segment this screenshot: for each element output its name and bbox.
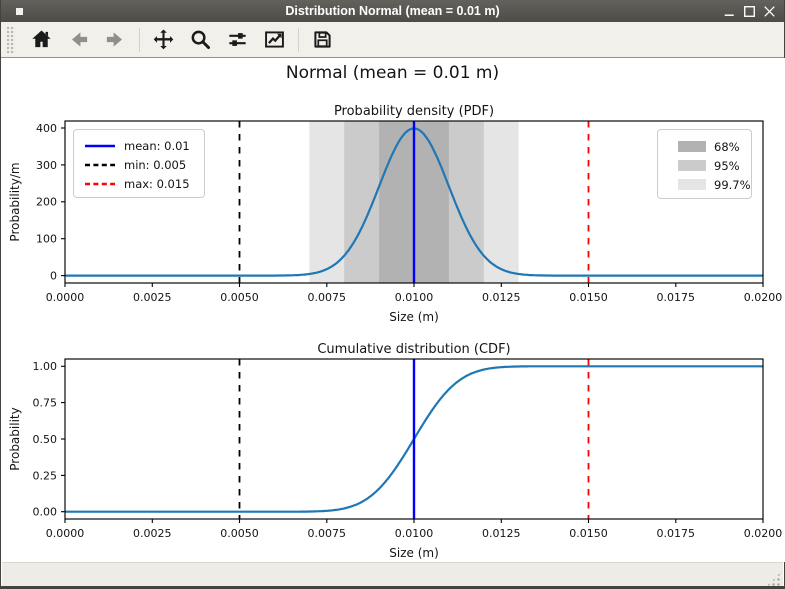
home-icon [32, 30, 51, 48]
x-tick-label: 0.0100 [395, 291, 434, 304]
x-tick-label: 0.0175 [657, 291, 696, 304]
zoom-icon [191, 30, 210, 49]
legend-item-min: min: 0.005 [84, 155, 204, 174]
pdf-lines-legend: mean: 0.01 min: 0.005 max: 0.015 [73, 129, 205, 198]
toolbar-separator [139, 27, 140, 52]
zoom-button[interactable] [182, 25, 219, 55]
x-tick-label: 0.0125 [482, 291, 521, 304]
x-tick-label: 0.0000 [46, 291, 85, 304]
forward-button[interactable] [97, 25, 134, 55]
band-95-patch-icon [678, 160, 706, 171]
y-tick-label: 300 [36, 159, 57, 172]
y-tick-label: 0.50 [33, 433, 58, 446]
x-tick-label: 0.0175 [657, 527, 696, 540]
edit-axes-button[interactable] [256, 25, 293, 55]
y-tick-label: 0.75 [33, 397, 58, 410]
legend-label: 68% [714, 139, 740, 154]
status-bar [2, 562, 783, 586]
band-997-patch-icon [678, 179, 706, 190]
x-tick-label: 0.0025 [133, 291, 172, 304]
mean-line-sample-icon [85, 144, 115, 147]
close-button[interactable] [761, 3, 778, 19]
x-tick-label: 0.0150 [569, 291, 608, 304]
x-tick-label: 0.0200 [744, 291, 783, 304]
x-axis-label: Size (m) [389, 310, 439, 324]
y-axis-label: Probability/m [8, 162, 22, 241]
x-tick-label: 0.0150 [569, 527, 608, 540]
pdf-chart[interactable]: 0.0000 0.0025 0.0050 0.0075 0.0100 0.0125 0.01… [1, 90, 785, 335]
window-icon [16, 8, 23, 15]
legend-label: max: 0.015 [124, 176, 190, 191]
window-controls [721, 3, 778, 19]
x-axis-label: Size (m) [389, 546, 439, 560]
minimize-button[interactable] [721, 3, 738, 19]
legend-item-68: 68% [670, 137, 751, 156]
min-line-sample-icon [85, 163, 115, 166]
x-tick-label: 0.0050 [220, 527, 259, 540]
legend-label: 95% [714, 158, 740, 173]
configure-subplots-button[interactable] [219, 25, 256, 55]
x-tick-label: 0.0100 [395, 527, 434, 540]
max-line-sample-icon [85, 182, 115, 185]
maximize-icon [744, 5, 755, 17]
back-icon [71, 32, 88, 47]
toolbar-drag-handle[interactable] [6, 25, 15, 54]
subplots-icon [229, 33, 246, 46]
back-button[interactable] [60, 25, 97, 55]
home-button[interactable] [23, 25, 60, 55]
legend-item-997: 99.7% [670, 175, 751, 194]
minimize-icon [724, 13, 734, 16]
pan-button[interactable] [145, 25, 182, 55]
subplot-title: Cumulative distribution (CDF) [317, 342, 510, 357]
window-title: Distribution Normal (mean = 0.01 m) [285, 4, 500, 18]
customize-icon [265, 31, 284, 48]
x-tick-label: 0.0075 [308, 291, 347, 304]
y-tick-label: 1.00 [33, 360, 58, 373]
x-tick-label: 0.0050 [220, 291, 259, 304]
save-icon [314, 31, 331, 48]
legend-item-max: max: 0.015 [84, 174, 204, 193]
x-tick-label: 0.0200 [744, 527, 783, 540]
x-tick-label: 0.0025 [133, 527, 172, 540]
title-bar[interactable]: Distribution Normal (mean = 0.01 m) [1, 0, 784, 22]
pan-icon [153, 29, 174, 50]
maximize-button[interactable] [741, 3, 758, 19]
window-bottom-border [1, 586, 784, 589]
pdf-bands-legend: 68% 95% 99.7% [657, 129, 752, 199]
x-tick-label: 0.0000 [46, 527, 85, 540]
legend-item-95: 95% [670, 156, 751, 175]
forward-icon [106, 32, 123, 47]
x-tick-label: 0.0075 [308, 527, 347, 540]
legend-item-mean: mean: 0.01 [84, 136, 204, 155]
navigation-toolbar [1, 22, 784, 58]
y-tick-label: 0.25 [33, 469, 58, 482]
y-tick-label: 100 [36, 233, 57, 246]
save-button[interactable] [304, 25, 341, 55]
close-icon [764, 5, 775, 17]
x-tick-label: 0.0125 [482, 527, 521, 540]
legend-label: 99.7% [714, 177, 751, 192]
y-tick-label: 0.00 [33, 506, 58, 519]
figure-title: Normal (mean = 0.01 m) [285, 63, 500, 83]
band-68-patch-icon [678, 141, 706, 152]
legend-label: mean: 0.01 [124, 138, 190, 153]
y-axis-label: Probability [8, 407, 22, 470]
toolbar-separator [298, 27, 299, 52]
y-tick-label: 0 [50, 270, 57, 283]
y-tick-label: 200 [36, 196, 57, 209]
y-tick-label: 400 [36, 122, 57, 135]
subplot-title: Probability density (PDF) [334, 104, 494, 119]
legend-label: min: 0.005 [124, 157, 187, 172]
cdf-chart[interactable]: 0.0000 0.0025 0.0050 0.0075 0.0100 0.0125 0.01… [1, 335, 785, 563]
